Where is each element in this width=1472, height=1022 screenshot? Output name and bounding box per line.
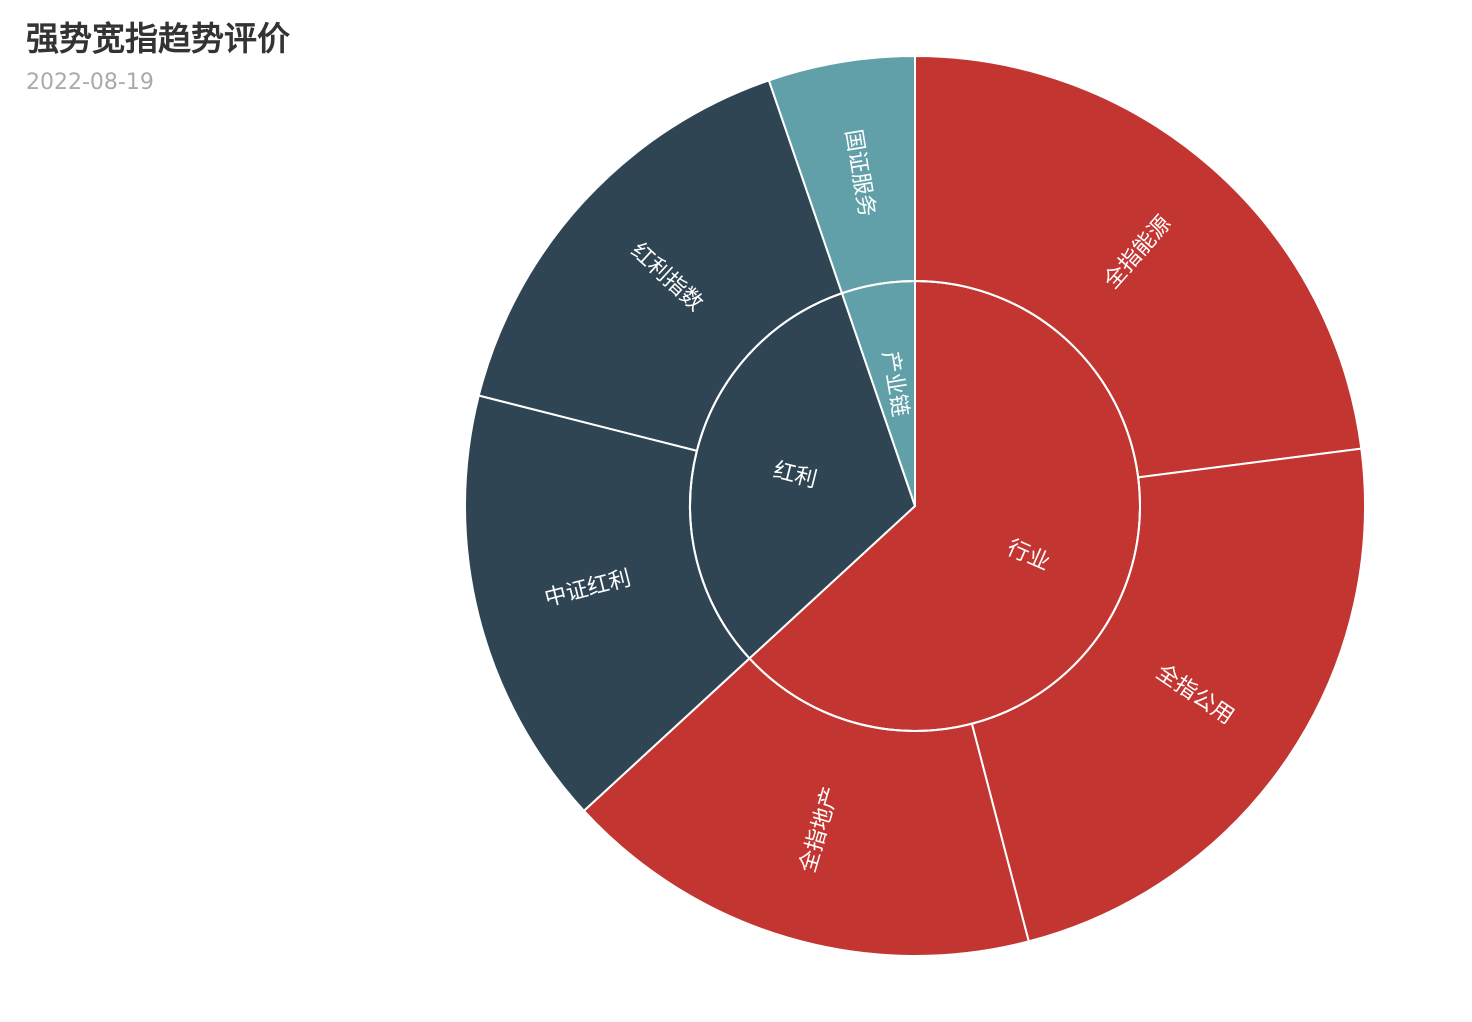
chart-title: 强势宽指趋势评价 <box>26 19 290 58</box>
ring-divider <box>689 280 1141 732</box>
chart-subtitle: 2022-08-19 <box>26 70 154 95</box>
